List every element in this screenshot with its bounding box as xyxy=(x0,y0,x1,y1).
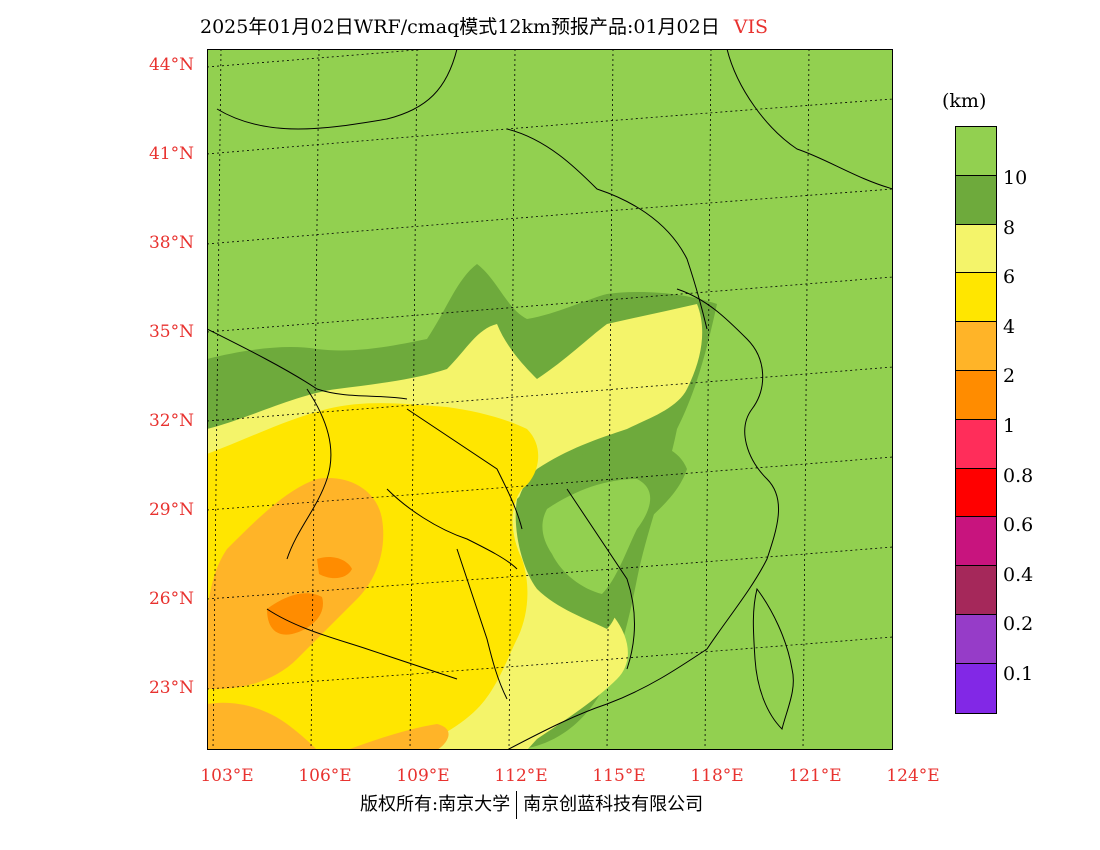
band-1km-b xyxy=(317,557,352,579)
copyright-text: 版权所有:南京大学 xyxy=(360,794,511,815)
lon-label-109: 109°E xyxy=(396,766,450,786)
color-bar-swatch xyxy=(956,663,996,713)
color-bar-label: 4 xyxy=(1003,315,1016,338)
color-bar-swatch xyxy=(956,224,996,274)
color-bar-swatch xyxy=(956,127,996,176)
color-bar-swatch xyxy=(956,419,996,469)
color-bar-label: 2 xyxy=(1003,365,1016,388)
lon-label-112: 112°E xyxy=(494,766,548,786)
variable-name: VIS xyxy=(733,16,768,38)
color-bar-swatch xyxy=(956,566,996,615)
color-bar-swatch xyxy=(956,175,996,225)
color-bar-label: 10 xyxy=(1003,167,1028,189)
map-title: 2025年01月02日WRF/cmaq模式12km预报产品:01月02日 VIS xyxy=(200,12,768,39)
color-bar-label: 0.4 xyxy=(1003,563,1034,586)
band-2km xyxy=(207,478,384,689)
lat-label-23: 23°N xyxy=(148,678,194,698)
graticule xyxy=(207,49,893,750)
lon-label-118: 118°E xyxy=(690,766,744,786)
color-bar-label: 0.2 xyxy=(1003,613,1034,636)
color-bar-swatch xyxy=(956,468,996,518)
map-frame xyxy=(207,49,893,750)
color-bar-label: 1 xyxy=(1003,415,1016,437)
color-bar-label: 0.1 xyxy=(1003,663,1034,685)
band-2km-south xyxy=(207,702,317,750)
title-text: 2025年01月02日WRF/cmaq模式12km预报产品:01月02日 xyxy=(200,16,720,38)
legend-unit: (km) xyxy=(942,90,987,112)
lat-label-38: 38°N xyxy=(148,233,194,253)
band-2km-coast xyxy=(347,724,449,750)
lat-label-35: 35°N xyxy=(148,322,194,342)
color-bar-label: 0.6 xyxy=(1003,514,1034,537)
color-bar-label: 0.8 xyxy=(1003,464,1034,487)
lon-label-106: 106°E xyxy=(298,766,352,786)
color-bar-swatch xyxy=(956,273,996,323)
band-10km-inner xyxy=(542,479,651,594)
color-bar xyxy=(955,126,997,714)
color-bar-swatch xyxy=(956,614,996,664)
lon-label-121: 121°E xyxy=(788,766,842,786)
color-bar-swatch xyxy=(956,370,996,420)
lat-label-26: 26°N xyxy=(148,589,194,609)
footer-separator xyxy=(516,791,518,819)
company-name: 南京创蓝科技有限公司 xyxy=(523,794,704,815)
lat-label-41: 41°N xyxy=(148,144,194,164)
visibility-map xyxy=(207,49,893,750)
lon-label-124: 124°E xyxy=(886,766,940,786)
lon-label-115: 115°E xyxy=(592,766,646,786)
lon-label-103: 103°E xyxy=(200,766,254,786)
band-1km xyxy=(267,593,323,635)
lat-label-29: 29°N xyxy=(148,500,194,520)
footer: 版权所有:南京大学 南京创蓝科技有限公司 xyxy=(360,790,703,819)
color-bar-label: 8 xyxy=(1003,216,1016,239)
color-bar-label: 6 xyxy=(1003,266,1016,289)
boundaries xyxy=(207,49,893,750)
lat-label-32: 32°N xyxy=(148,411,194,431)
lat-label-44: 44°N xyxy=(148,55,194,75)
color-bar-swatch xyxy=(956,322,996,371)
color-bar-swatch xyxy=(956,517,996,567)
